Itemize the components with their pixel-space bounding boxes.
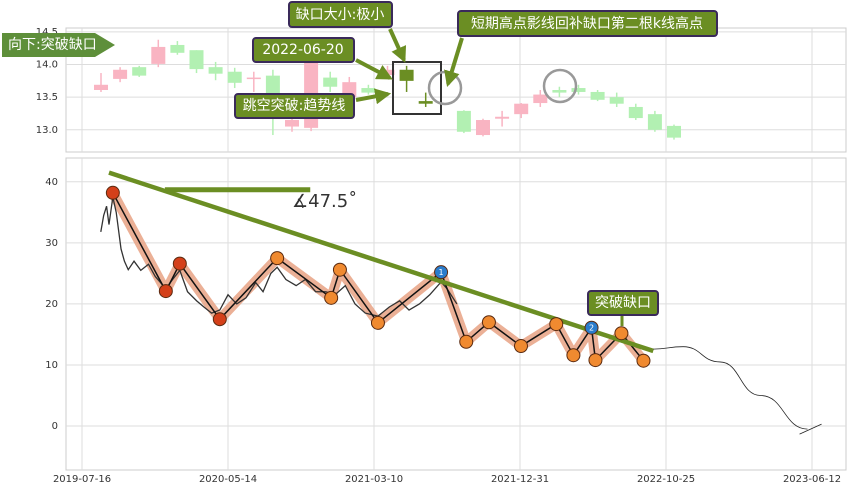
candle-body	[151, 46, 166, 64]
point-label: 2	[589, 324, 594, 333]
annotation-arrow	[2, 33, 115, 57]
x-tick-label: 2021-12-31	[491, 474, 549, 485]
candle-body	[246, 77, 261, 80]
y-tick-label: 40	[45, 177, 58, 188]
x-tick-label: 2022-10-25	[637, 474, 695, 485]
annotation: 突破缺口	[595, 295, 651, 311]
marker-circle	[542, 68, 578, 104]
annotation-box	[234, 93, 355, 119]
candle-body	[667, 125, 681, 138]
projection-curve	[653, 346, 808, 430]
x-tick-label: 2021-03-10	[345, 474, 403, 485]
candle-body	[590, 91, 605, 100]
projection-cap	[799, 423, 822, 435]
x-tick-label: 2019-07-16	[53, 474, 111, 485]
zigzag-point	[332, 262, 347, 277]
top-panel	[65, 27, 847, 153]
candle-body	[609, 97, 624, 104]
candle-body	[418, 101, 433, 104]
gap-box	[392, 61, 442, 115]
angle-label: ∡47.5˚	[292, 191, 357, 212]
zigzag-point	[212, 312, 227, 327]
zigzag-point	[324, 290, 339, 305]
candle-body	[628, 106, 643, 119]
zigzag-point	[158, 284, 173, 299]
annotation: 缺口大小:极小	[296, 7, 385, 23]
zigzag-point	[566, 348, 581, 363]
zigzag-point	[105, 185, 120, 200]
zigzag-point	[370, 315, 385, 330]
zigzag-point	[588, 353, 603, 368]
zigzag-point	[270, 251, 285, 266]
x-tick-label: 2020-05-14	[199, 474, 257, 485]
arrow	[388, 28, 407, 63]
candle-body	[227, 71, 242, 83]
price-line	[100, 196, 458, 317]
candle-body	[495, 116, 510, 119]
candle-body	[533, 94, 548, 104]
zigzag-point	[549, 317, 564, 332]
candle-body	[571, 88, 586, 92]
y-tick-label: 0	[52, 421, 58, 432]
point-label: 1	[439, 268, 444, 277]
y-tick-label: 14.5	[36, 27, 58, 38]
arrow	[355, 88, 392, 105]
zigzag-point	[172, 256, 187, 271]
zigzag-point	[636, 353, 651, 368]
zigzag-point	[614, 326, 629, 341]
annotation: 2022-06-20	[262, 42, 343, 58]
candle-body	[361, 88, 376, 93]
y-tick-label: 13.5	[36, 92, 58, 103]
y-tick-label: 14.0	[36, 60, 58, 71]
zigzag-point	[434, 265, 449, 280]
y-tick-label: 13.0	[36, 125, 58, 136]
candle-body	[132, 67, 147, 76]
annotation-box	[288, 1, 393, 28]
candle-body	[647, 114, 662, 130]
candle-body	[189, 50, 204, 70]
y-tick-label: 20	[45, 299, 58, 310]
zigzag-point	[459, 334, 474, 349]
zigzag-point	[584, 320, 599, 335]
arrow	[355, 58, 393, 80]
candle-body	[476, 120, 490, 136]
y-tick-label: 10	[45, 360, 58, 371]
zigzag-point	[513, 339, 528, 354]
candle-body	[285, 120, 299, 127]
annotation: 跳空突破:趋势线	[243, 98, 346, 114]
candle-body	[208, 67, 223, 74]
candle-body	[399, 69, 414, 81]
candle-body	[323, 77, 338, 87]
annotation: 短期高点影线回补缺口第二根k线高点	[471, 15, 703, 32]
candle-body	[113, 69, 128, 79]
candle-body	[552, 90, 567, 93]
annotation-box	[457, 10, 718, 37]
candle-body	[170, 44, 185, 53]
annotation-box	[252, 37, 355, 63]
annotation-box	[587, 290, 659, 316]
candle-body	[94, 84, 108, 90]
zigzag-point	[481, 315, 496, 330]
candle-body	[514, 103, 529, 115]
x-tick-label: 2023-06-12	[783, 474, 841, 485]
annotation: 向下:突破缺口	[8, 37, 97, 53]
candle-body	[456, 110, 471, 132]
y-tick-label: 30	[45, 238, 58, 249]
arrow	[444, 37, 464, 88]
